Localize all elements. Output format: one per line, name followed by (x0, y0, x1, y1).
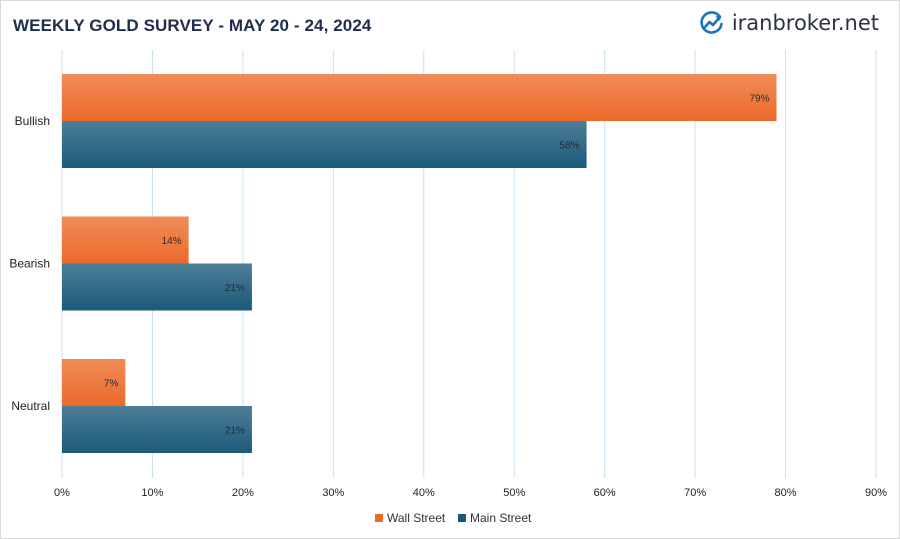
data-label-main-street-bullish: 58% (560, 141, 580, 152)
legend-label-wall-street: Wall Street (387, 511, 446, 525)
data-label-wall-street-neutral: 7% (104, 379, 119, 390)
chart-arrow-logo-icon (700, 11, 723, 34)
legend-swatch-main-street (458, 514, 466, 522)
x-tick-label-50: 50% (503, 487, 525, 499)
data-label-wall-street-bearish: 14% (162, 236, 182, 247)
category-label-bearish: Bearish (9, 257, 50, 271)
bar-wall-street-bearish (62, 216, 189, 264)
x-tick-label-30: 30% (322, 487, 344, 499)
bar-main-street-bearish (62, 263, 252, 311)
x-tick-label-20: 20% (232, 487, 254, 499)
x-tick-labels: 0% 10% 20% 30% 40% 50% 60% 70% 80% 90% (54, 487, 887, 499)
data-label-main-street-neutral: 21% (225, 426, 245, 437)
brand-name: iranbroker.net (731, 11, 879, 35)
data-labels: 79% 58% 14% 21% 7% 21% (104, 94, 770, 437)
bar-wall-street-neutral (62, 359, 126, 406)
bar-wall-street-bullish (62, 74, 777, 121)
data-label-main-street-bearish: 21% (225, 283, 245, 294)
legend-label-main-street: Main Street (470, 511, 532, 525)
legend-swatch-wall-street (375, 514, 383, 522)
x-tick-label-10: 10% (141, 487, 163, 499)
bar-main-street-neutral (62, 406, 252, 453)
legend: Wall Street Main Street (375, 511, 532, 525)
data-label-wall-street-bullish: 79% (749, 94, 769, 105)
category-labels: Bullish Bearish Neutral (9, 114, 50, 413)
chart-title: WEEKLY GOLD SURVEY - MAY 20 - 24, 2024 (13, 16, 372, 35)
category-label-bullish: Bullish (15, 114, 50, 128)
x-tick-label-90: 90% (865, 487, 887, 499)
category-label-neutral: Neutral (11, 399, 50, 413)
bars (62, 74, 777, 453)
x-tick-label-70: 70% (684, 487, 706, 499)
x-tick-label-80: 80% (775, 487, 797, 499)
x-tick-label-60: 60% (594, 487, 616, 499)
x-tick-label-40: 40% (413, 487, 435, 499)
bar-main-street-bullish (62, 121, 587, 168)
brand-logo: iranbroker.net (698, 9, 879, 37)
x-tick-label-0: 0% (54, 487, 70, 499)
